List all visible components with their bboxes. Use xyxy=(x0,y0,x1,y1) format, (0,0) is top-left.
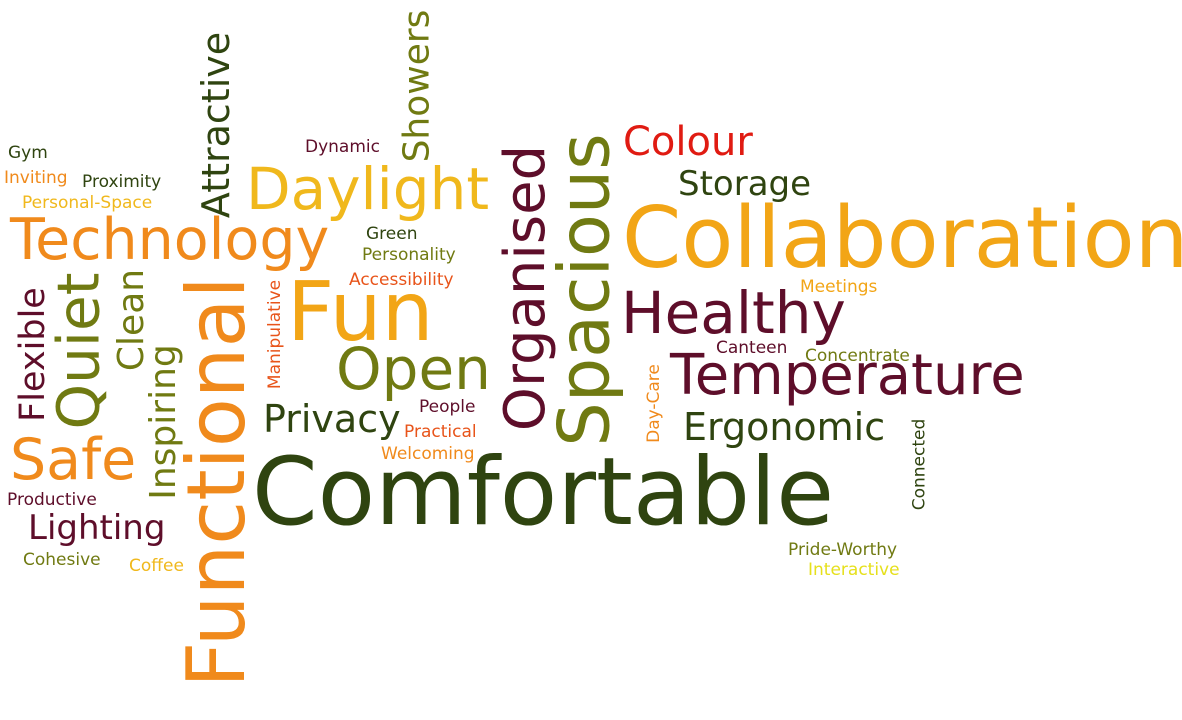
word-attractive: Attractive xyxy=(194,31,239,219)
word-functional: Functional xyxy=(169,276,263,688)
word-connected: Connected xyxy=(909,418,930,510)
word-people: People xyxy=(419,397,476,417)
word-personality: Personality xyxy=(362,245,456,265)
word-daylight: Daylight xyxy=(246,155,490,223)
word-welcoming: Welcoming xyxy=(381,444,475,464)
word-personal-space: Personal-Space xyxy=(22,193,153,213)
word-pride-worthy: Pride-Worthy xyxy=(788,540,898,560)
word-productive: Productive xyxy=(7,490,97,510)
word-storage: Storage xyxy=(678,164,812,204)
word-cohesive: Cohesive xyxy=(23,550,101,570)
word-proximity: Proximity xyxy=(82,172,162,192)
word-concentrate: Concentrate xyxy=(805,346,910,366)
word-inviting: Inviting xyxy=(4,168,68,188)
word-technology: Technology xyxy=(10,207,330,273)
word-safe: Safe xyxy=(10,427,137,493)
word-green: Green xyxy=(366,224,418,244)
word-comfortable: Comfortable xyxy=(252,438,835,547)
word-canteen: Canteen xyxy=(716,338,788,358)
word-quiet: Quiet xyxy=(43,272,112,430)
word-day-care: Day-Care xyxy=(643,363,664,443)
word-open: Open xyxy=(336,335,491,403)
word-lighting: Lighting xyxy=(28,508,166,548)
word-flexible: Flexible xyxy=(12,286,53,422)
word-accessibility: Accessibility xyxy=(349,270,454,290)
word-clean: Clean xyxy=(111,268,153,372)
word-healthy: Healthy xyxy=(621,279,846,347)
word-privacy: Privacy xyxy=(263,397,401,441)
word-temperature: Temperature xyxy=(670,343,1025,408)
word-meetings: Meetings xyxy=(800,277,878,297)
word-colour: Colour xyxy=(623,119,753,165)
word-practical: Practical xyxy=(404,422,477,442)
word-collaboration: Collaboration xyxy=(622,189,1182,288)
word-organised: Organised xyxy=(493,144,559,432)
word-dynamic: Dynamic xyxy=(305,137,380,157)
word-manipulative: Manipulative xyxy=(264,279,285,389)
word-ergonomic: Ergonomic xyxy=(683,405,886,449)
word-interactive: Interactive xyxy=(808,560,900,580)
word-fun: Fun xyxy=(287,265,434,360)
word-gym: Gym xyxy=(8,143,48,163)
word-showers: Showers xyxy=(395,9,437,163)
word-coffee: Coffee xyxy=(129,556,184,576)
word-spacious: Spacious xyxy=(543,133,626,447)
